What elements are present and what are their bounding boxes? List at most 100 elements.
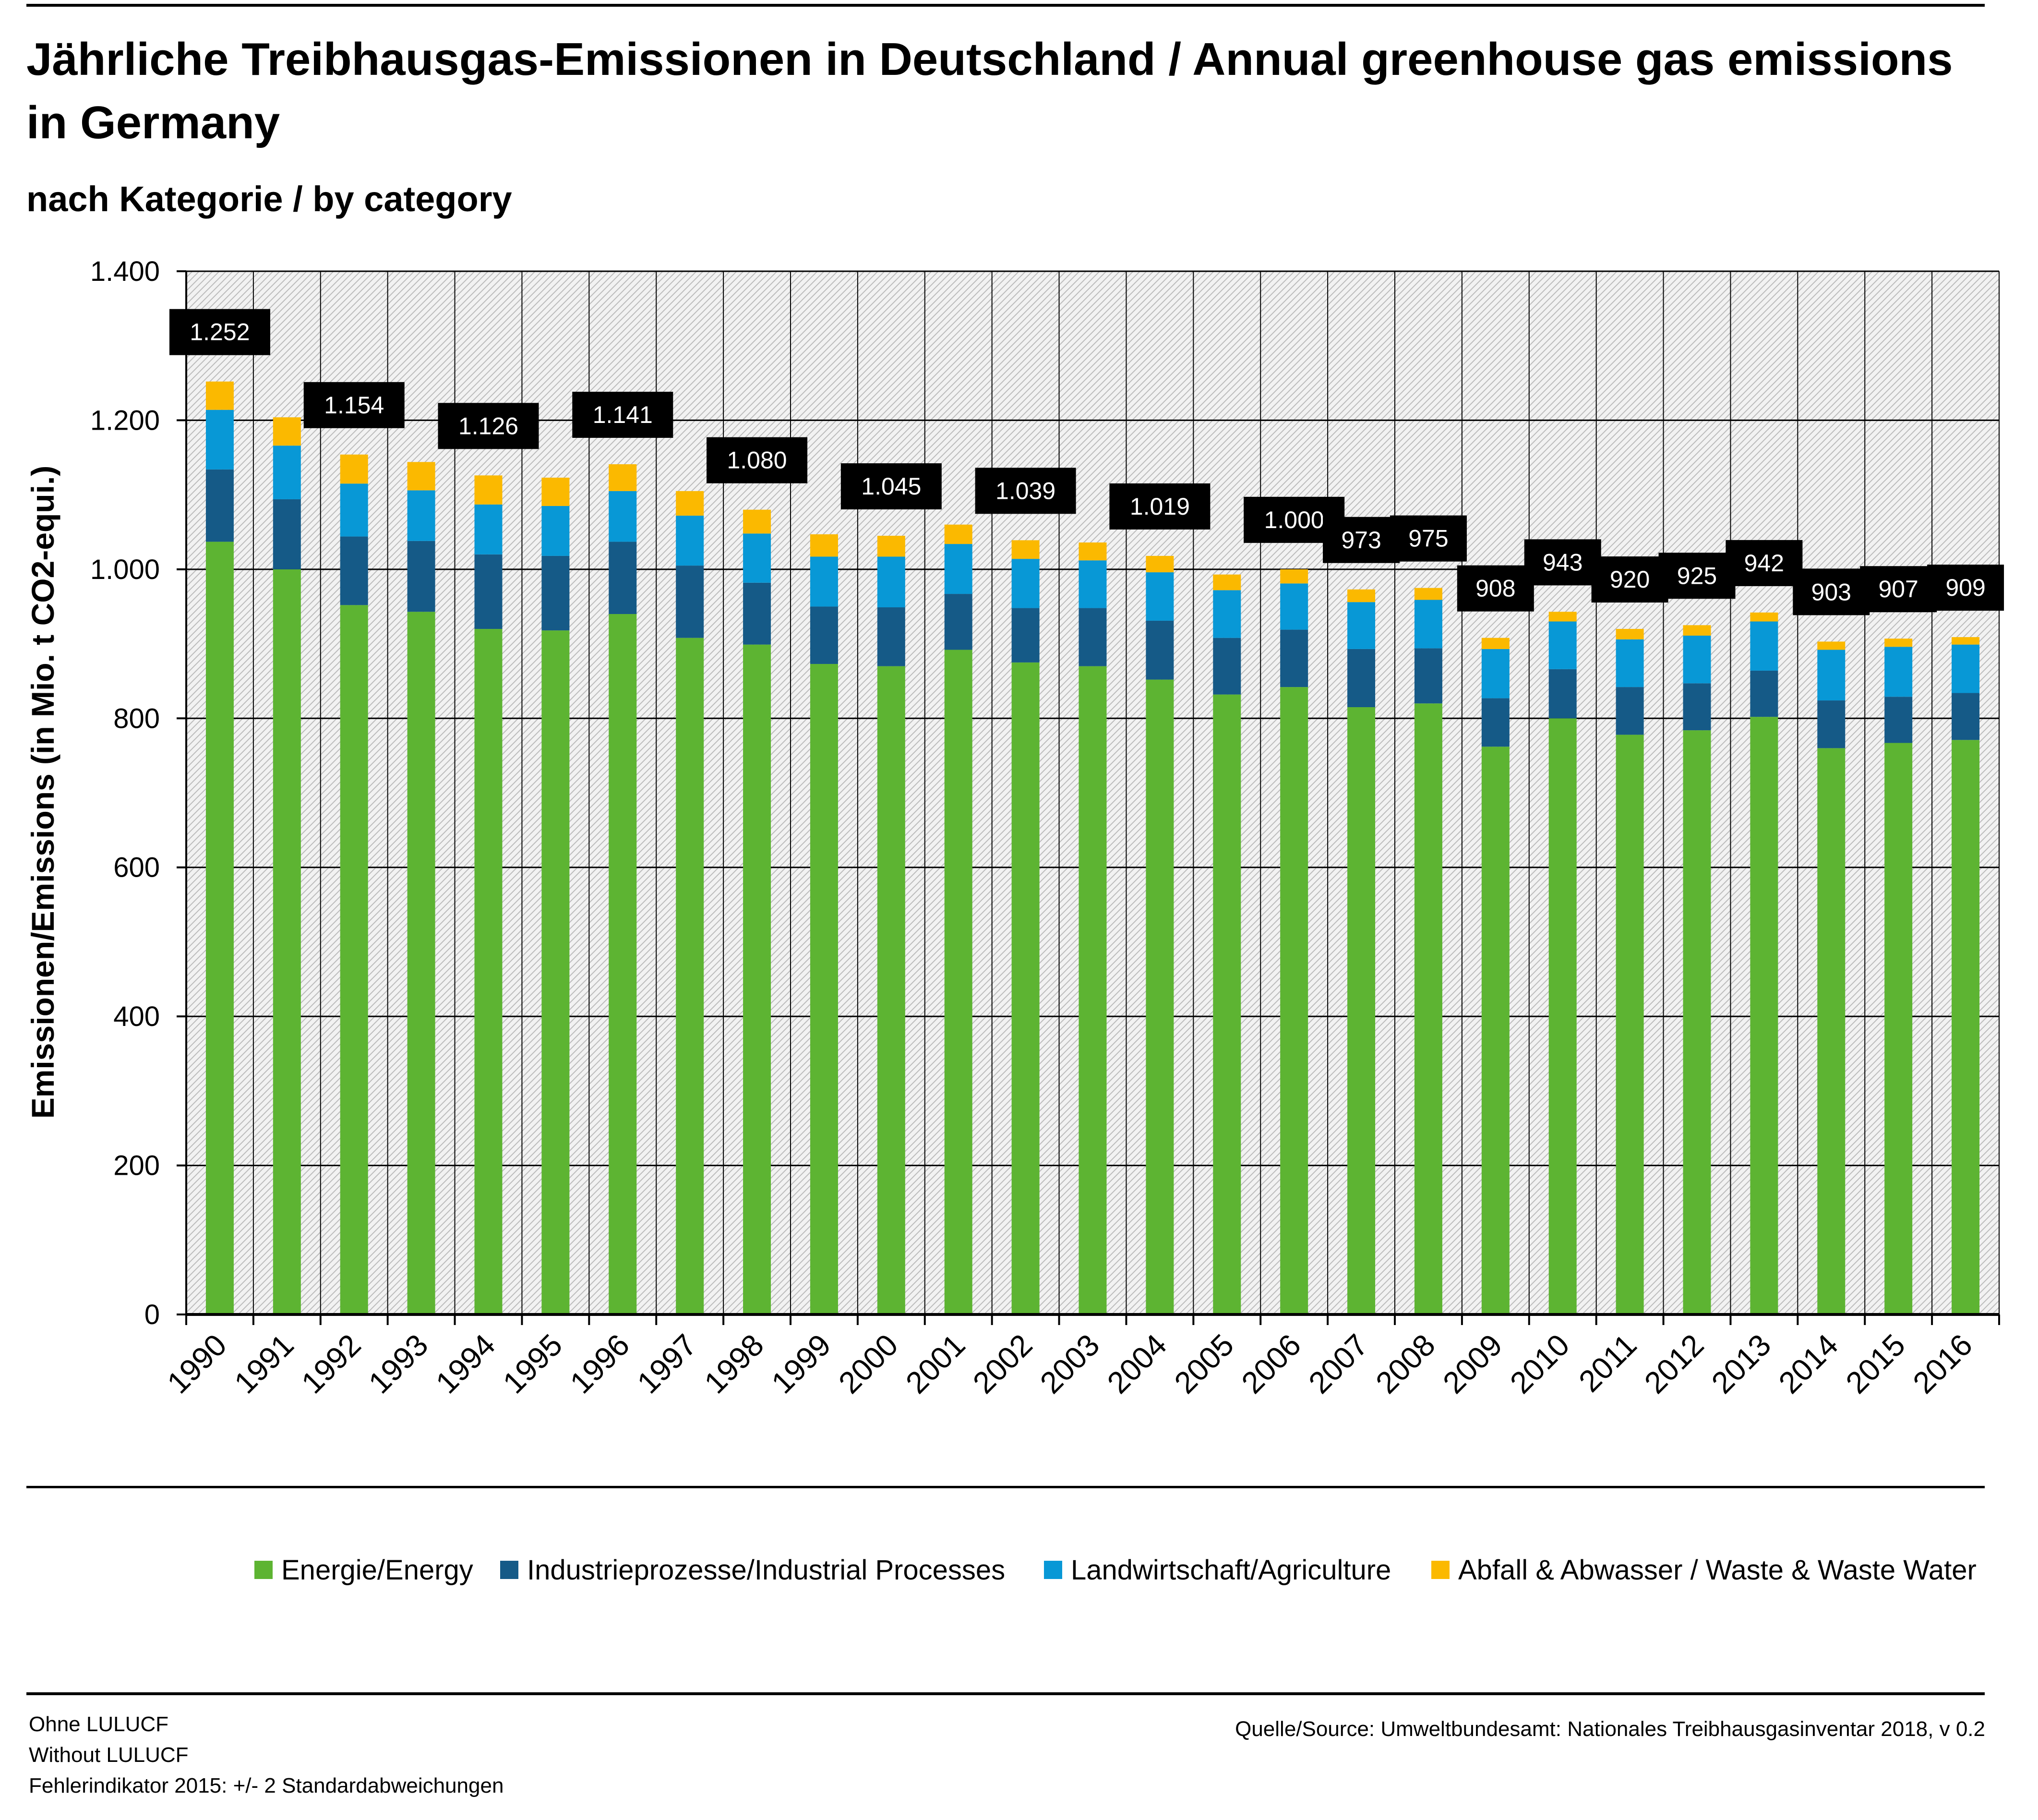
bar-segment-energy-2011: [1616, 735, 1644, 1314]
bar-segment-energy-1993: [407, 612, 435, 1314]
legend-item-agriculture: Landwirtschaft/Agriculture: [1044, 1546, 1391, 1594]
data-label-box: [1793, 569, 1870, 615]
legend-swatch-industry: [500, 1561, 518, 1579]
bar-segment-agriculture-2003: [1079, 560, 1107, 608]
bar-segment-agriculture-1991: [273, 446, 301, 499]
bar-segment-agriculture-1997: [676, 516, 704, 566]
bar-segment-energy-2010: [1548, 718, 1577, 1314]
x-tick-label: 1995: [496, 1327, 569, 1400]
bar-segment-industry-2008: [1414, 648, 1442, 704]
bar-segment-agriculture-1996: [609, 491, 637, 542]
bar-segment-energy-1996: [609, 614, 637, 1314]
data-label: 903: [1811, 579, 1851, 605]
bar-segment-agriculture-2015: [1884, 647, 1913, 697]
bar-segment-energy-2013: [1750, 717, 1778, 1314]
bar-segment-energy-2006: [1280, 687, 1308, 1314]
bar-segment-industry-2002: [1011, 608, 1040, 663]
legend-label-industry: Industrieprozesse/Industrial Processes: [527, 1554, 1006, 1586]
bar-segment-industry-2009: [1481, 698, 1510, 747]
bar-segment-energy-1990: [205, 542, 234, 1314]
bar-segment-industry-2005: [1213, 638, 1241, 695]
bar-segment-agriculture-1994: [474, 504, 503, 554]
legend-label-energy: Energie/Energy: [281, 1554, 473, 1586]
bar-segment-agriculture-2005: [1213, 590, 1241, 638]
bar-segment-industry-2013: [1750, 670, 1778, 717]
data-label: 973: [1341, 527, 1381, 554]
footer-note-error-indicator: Fehlerindikator 2015: +/- 2 Standardabwe…: [29, 1774, 504, 1797]
bar-segment-agriculture-2002: [1011, 559, 1040, 608]
bar-segment-energy-2003: [1079, 666, 1107, 1314]
bar-segment-industry-1998: [743, 582, 771, 645]
top-rule: [26, 4, 1985, 7]
bar-segment-waste-2016: [1952, 637, 1980, 645]
data-label-box: [1860, 566, 1937, 613]
data-label: 943: [1543, 549, 1582, 576]
bar-segment-agriculture-1990: [205, 410, 234, 470]
y-tick-label: 200: [113, 1150, 160, 1181]
x-tick-label: 2016: [1906, 1327, 1979, 1400]
x-tick-label: 2008: [1369, 1327, 1442, 1400]
bar-segment-industry-1995: [541, 555, 570, 631]
data-label-box: [169, 309, 270, 355]
x-tick-label: 1991: [228, 1327, 300, 1400]
bar-segment-energy-2008: [1414, 703, 1442, 1314]
data-label-box: [840, 463, 942, 510]
bar-segment-industry-2015: [1884, 697, 1913, 743]
bar-segment-waste-1990: [205, 381, 234, 410]
data-label: 1.080: [727, 447, 787, 474]
legend: Energie/Energy Industrieprozesse/Industr…: [0, 1546, 2038, 1594]
footer-source: Quelle/Source: Umweltbundesamt: National…: [1235, 1717, 1985, 1741]
bar-segment-waste-2015: [1884, 639, 1913, 647]
x-tick-label: 1998: [697, 1327, 770, 1400]
x-tick-label: 2013: [1705, 1327, 1778, 1400]
bar-segment-agriculture-2014: [1817, 650, 1846, 701]
bar-segment-industry-1999: [810, 606, 838, 664]
bar-segment-agriculture-2009: [1481, 649, 1510, 699]
bar-segment-industry-1996: [609, 542, 637, 614]
bar-segment-energy-2015: [1884, 743, 1913, 1314]
x-tick-label: 2006: [1235, 1327, 1307, 1400]
bar-segment-agriculture-2012: [1683, 635, 1711, 684]
bar-segment-energy-1992: [340, 605, 368, 1314]
legend-swatch-agriculture: [1044, 1561, 1062, 1579]
bar-segment-waste-2008: [1414, 588, 1442, 600]
footer-note-lulucf-de: Ohne LULUCF: [29, 1712, 169, 1736]
x-tick-label: 2007: [1302, 1327, 1375, 1400]
bar-segment-waste-2005: [1213, 574, 1241, 591]
x-tick-label: 2010: [1503, 1327, 1576, 1400]
bar-segment-industry-2010: [1548, 669, 1577, 719]
bar-segment-energy-2009: [1481, 747, 1510, 1314]
legend-label-agriculture: Landwirtschaft/Agriculture: [1071, 1554, 1391, 1586]
bar-segment-agriculture-2016: [1952, 644, 1980, 693]
bar-segment-waste-1997: [676, 491, 704, 516]
bar-segment-agriculture-2006: [1280, 583, 1308, 630]
bar-segment-energy-1991: [273, 569, 301, 1314]
x-tick-label: 1997: [630, 1327, 703, 1400]
bar-segment-agriculture-2010: [1548, 621, 1577, 669]
y-axis-label: Emissionen/Emissions (in Mio. t CO2-equi…: [25, 466, 60, 1119]
bar-segment-waste-2002: [1011, 540, 1040, 559]
x-tick-label: 1999: [765, 1327, 838, 1400]
bar-segment-industry-2001: [944, 594, 972, 650]
data-label-box: [572, 392, 673, 438]
x-tick-label: 2004: [1101, 1327, 1174, 1400]
bar-segment-waste-1996: [609, 464, 637, 491]
bar-segment-energy-2014: [1817, 748, 1846, 1314]
data-label: 907: [1878, 576, 1918, 603]
bar-segment-agriculture-1995: [541, 506, 570, 556]
bar-segment-industry-2006: [1280, 629, 1308, 687]
bar-segment-energy-2016: [1952, 740, 1980, 1314]
bar-segment-energy-1997: [676, 638, 704, 1314]
y-tick-label: 600: [113, 852, 160, 883]
bar-segment-waste-2003: [1079, 542, 1107, 561]
bar-segment-energy-1999: [810, 663, 838, 1314]
bar-segment-industry-1991: [273, 499, 301, 569]
legend-label-waste: Abfall & Abwasser / Waste & Waste Water: [1458, 1554, 1977, 1586]
data-label: 1.019: [1130, 493, 1190, 520]
bar-segment-waste-2000: [877, 536, 905, 557]
bar-segment-waste-2007: [1347, 589, 1376, 603]
bar-segment-waste-1994: [474, 475, 503, 505]
bar-segment-agriculture-2007: [1347, 602, 1376, 649]
bar-segment-waste-2006: [1280, 569, 1308, 584]
x-tick-label: 2014: [1772, 1327, 1845, 1400]
